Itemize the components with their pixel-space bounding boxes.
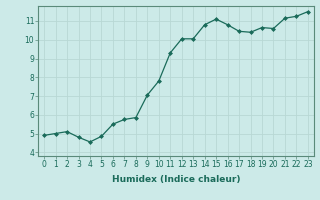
- X-axis label: Humidex (Indice chaleur): Humidex (Indice chaleur): [112, 175, 240, 184]
